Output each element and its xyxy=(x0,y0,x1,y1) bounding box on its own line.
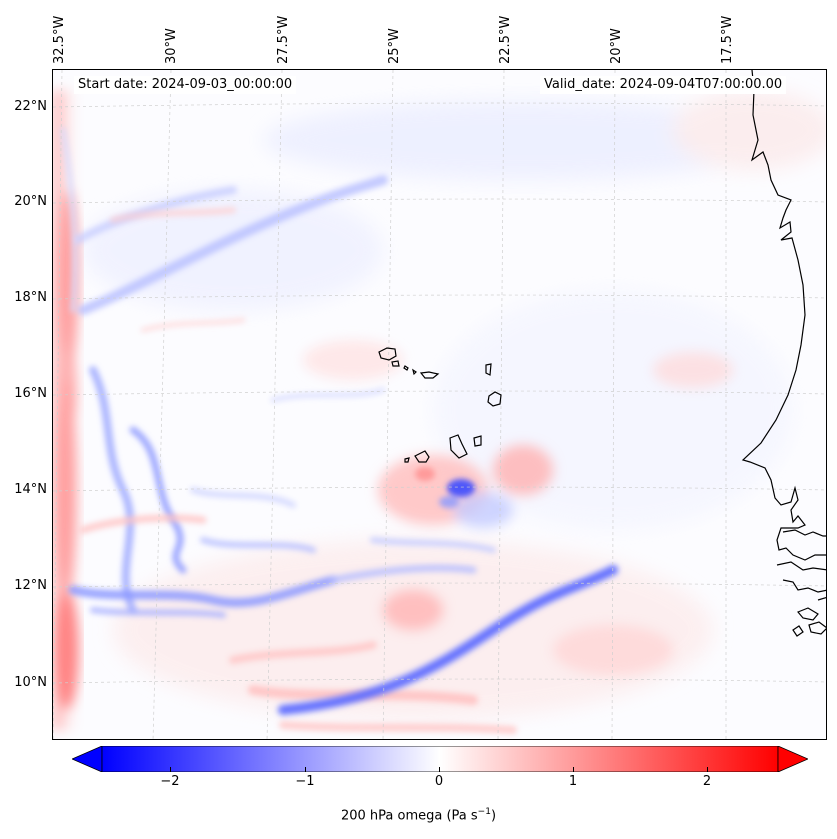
colorbar-tick-label: 2 xyxy=(702,774,712,789)
lon-label-22-5w: 22.5°W xyxy=(498,15,513,64)
lon-label-25w: 25°W xyxy=(387,28,402,64)
colorbar xyxy=(70,745,810,773)
colorbar-max-extend xyxy=(777,745,810,773)
lon-label-27-5w: 27.5°W xyxy=(276,15,291,64)
colorbar-tick-label: −1 xyxy=(295,774,315,789)
start-date-label: Start date: 2024-09-03_00:00:00 xyxy=(74,76,297,94)
lon-label-17-5w: 17.5°W xyxy=(720,15,735,64)
colorbar-tick-mark xyxy=(305,767,306,772)
lon-label-20w: 20°W xyxy=(609,28,624,64)
colorbar-gradient xyxy=(101,745,779,773)
colorbar-tick-label: 0 xyxy=(434,774,444,789)
africa-coastline xyxy=(741,70,826,637)
graticule xyxy=(53,70,826,739)
colorbar-tick-label: −2 xyxy=(160,774,180,789)
colorbar-tick-mark xyxy=(170,767,171,772)
lat-label-16n: 16°N xyxy=(14,386,47,401)
omega-map xyxy=(52,69,827,740)
lon-label-30w: 30°W xyxy=(164,28,179,64)
lon-label-32-5w: 32.5°W xyxy=(52,15,67,64)
colorbar-tick-mark xyxy=(573,767,574,772)
colorbar-tick-mark xyxy=(439,767,440,772)
lat-label-20n: 20°N xyxy=(14,194,47,209)
colorbar-min-extend xyxy=(70,745,103,773)
valid-date-label: Valid_date: 2024-09-04T07:00:00.00 xyxy=(540,76,787,94)
colorbar-label: 200 hPa omega (Pa s−1) xyxy=(340,807,497,824)
lat-label-12n: 12°N xyxy=(14,578,47,593)
omega-field xyxy=(53,70,826,739)
colorbar-tick-mark xyxy=(707,767,708,772)
cape-verde-islands xyxy=(378,347,502,463)
lat-label-22n: 22°N xyxy=(14,99,47,114)
lat-label-18n: 18°N xyxy=(14,290,47,305)
colorbar-tick-label: 1 xyxy=(568,774,578,789)
lat-label-14n: 14°N xyxy=(14,482,47,497)
lat-label-10n: 10°N xyxy=(14,675,47,690)
colorbar-graphic xyxy=(70,745,810,773)
